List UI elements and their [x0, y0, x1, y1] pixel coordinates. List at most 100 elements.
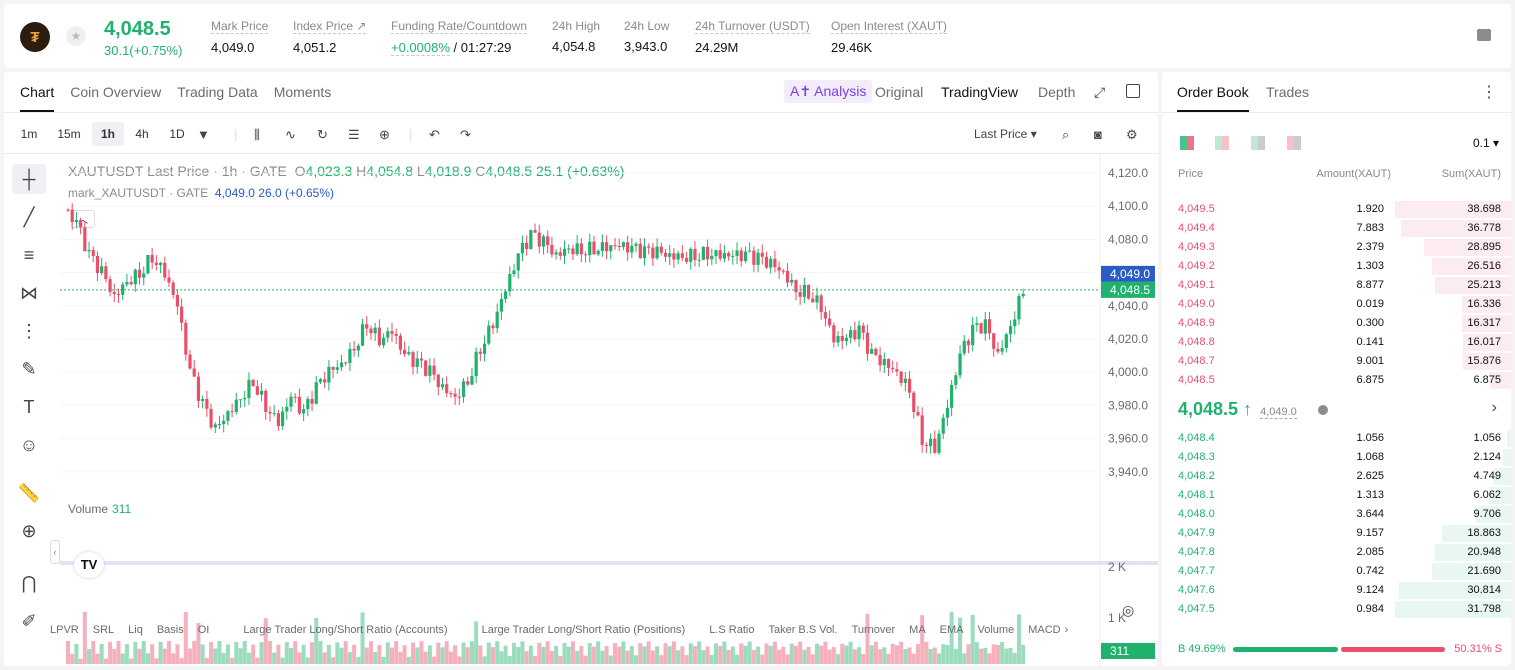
indicator-item[interactable]: Large Trader Long/Short Ratio (Accounts): [243, 624, 448, 636]
tab-chart[interactable]: Chart: [20, 84, 55, 112]
chevron-right-icon[interactable]: ›: [1064, 624, 1069, 636]
tab-trading-data[interactable]: Trading Data: [177, 84, 258, 100]
indicator-item[interactable]: Basis: [156, 624, 184, 636]
brush-icon[interactable]: ✎: [21, 358, 37, 379]
candle-body: [562, 248, 567, 256]
zoom-in-icon[interactable]: ⊕: [21, 520, 37, 541]
chevron-right-icon[interactable]: ›: [1491, 399, 1497, 416]
tab-moments[interactable]: Moments: [273, 84, 332, 100]
ruler-icon[interactable]: 📏: [17, 482, 41, 503]
ask-row[interactable]: 4,049.3 2.379 28.895: [1162, 238, 1511, 257]
camera-icon[interactable]: ◙: [1094, 127, 1102, 142]
indicator-item[interactable]: Turnover: [851, 624, 896, 636]
tf-1m[interactable]: 1m: [20, 127, 38, 141]
indicator-item[interactable]: LPVR: [50, 624, 79, 636]
projection-icon[interactable]: ⋮: [20, 320, 38, 341]
indicator-item[interactable]: Volume: [977, 624, 1015, 636]
crosshair-icon[interactable]: ┼: [12, 164, 46, 194]
bid-row[interactable]: 4,048.4 1.056 1.056: [1162, 429, 1511, 448]
template-icon[interactable]: ☰: [348, 127, 360, 142]
ask-row[interactable]: 4,049.5 1.920 38.698: [1162, 200, 1511, 219]
indicator-item[interactable]: SRL: [92, 624, 115, 636]
trendline-icon[interactable]: ╱: [23, 206, 35, 227]
pencil-lock-icon[interactable]: ✐: [21, 610, 37, 631]
info-icon[interactable]: [1318, 405, 1328, 415]
view-asks-icon[interactable]: [1287, 136, 1301, 150]
tf-1h[interactable]: 1h: [92, 122, 124, 146]
tab-order-book[interactable]: Order Book: [1177, 84, 1249, 112]
bid-amount: 9.157: [1356, 527, 1384, 539]
view-split-icon[interactable]: [1215, 136, 1229, 150]
magnet-icon[interactable]: ⋂: [21, 572, 37, 593]
bid-row[interactable]: 4,047.9 9.157 18.863: [1162, 524, 1511, 543]
tf-4h[interactable]: 4h: [135, 127, 149, 141]
ask-row[interactable]: 4,048.9 0.300 16.317: [1162, 314, 1511, 333]
indicator-item[interactable]: Liq: [128, 624, 143, 636]
bid-row[interactable]: 4,047.7 0.742 21.690: [1162, 562, 1511, 581]
indicator-item[interactable]: Large Trader Long/Short Ratio (Positions…: [481, 624, 686, 636]
window-icon[interactable]: [1126, 84, 1140, 98]
fib-lines-icon[interactable]: ≡: [23, 244, 35, 265]
favorite-star-icon[interactable]: ★: [66, 26, 86, 46]
settings-gear-icon[interactable]: ⚙: [1126, 127, 1138, 142]
volume-bar: [154, 658, 159, 664]
precision-select[interactable]: 0.1 ▾: [1472, 136, 1499, 150]
ask-row[interactable]: 4,048.7 9.001 15.876: [1162, 352, 1511, 371]
bid-row[interactable]: 4,048.2 2.625 4.749: [1162, 467, 1511, 486]
view-original[interactable]: Original: [875, 84, 924, 100]
ask-row[interactable]: 4,049.0 0.019 16.336: [1162, 295, 1511, 314]
side-collapse-handle[interactable]: ‹: [50, 540, 60, 564]
tf-15m[interactable]: 15m: [57, 127, 81, 141]
candlestick-chart[interactable]: 4,120.04,100.04,080.04,060.04,040.04,020…: [4, 154, 1158, 666]
bid-row[interactable]: 4,047.5 0.984 31.798: [1162, 600, 1511, 619]
undo-icon[interactable]: ↶: [429, 127, 440, 142]
text-tool-icon[interactable]: T: [23, 396, 35, 417]
indicators-icon[interactable]: ∿: [285, 127, 296, 142]
analysis-button[interactable]: A✝ Analysis: [784, 80, 873, 103]
view-depth[interactable]: Depth: [1038, 84, 1076, 100]
indicator-item[interactable]: Taker B.S Vol.: [768, 624, 838, 636]
tab-coin-overview[interactable]: Coin Overview: [70, 84, 162, 100]
more-menu-icon[interactable]: ⋮: [1481, 84, 1497, 101]
bid-row[interactable]: 4,048.3 1.068 2.124: [1162, 448, 1511, 467]
ask-row[interactable]: 4,049.1 8.877 25.213: [1162, 276, 1511, 295]
indicator-item[interactable]: OI: [197, 624, 210, 636]
pattern-icon[interactable]: ⋈: [20, 282, 38, 303]
volume-bar: [453, 645, 458, 664]
ask-row[interactable]: 4,049.2 1.303 26.516: [1162, 257, 1511, 276]
indicator-item[interactable]: L.S Ratio: [709, 624, 755, 636]
tf-1d[interactable]: 1D: [169, 127, 185, 141]
replay-icon[interactable]: ↻: [317, 127, 328, 142]
chevron-down-icon[interactable]: ▼: [197, 127, 210, 142]
stat-index-price[interactable]: Index Price ↗ 4,051.2: [293, 19, 367, 55]
bid-row[interactable]: 4,048.1 1.313 6.062: [1162, 486, 1511, 505]
ask-row[interactable]: 4,048.8 0.141 16.017: [1162, 333, 1511, 352]
view-tradingview[interactable]: TradingView: [941, 84, 1019, 100]
chart-settings-icon[interactable]: ◎: [1122, 602, 1135, 618]
view-bids-icon[interactable]: [1251, 136, 1265, 150]
search-icon[interactable]: ⌕: [1062, 127, 1070, 142]
bid-row[interactable]: 4,047.8 2.085 20.948: [1162, 543, 1511, 562]
last-price-select[interactable]: Last Price ▾: [974, 127, 1037, 141]
add-icon[interactable]: ⊕: [379, 127, 390, 142]
view-both-icon[interactable]: [1180, 136, 1194, 150]
indicator-item[interactable]: EMA: [939, 624, 964, 636]
bid-row[interactable]: 4,048.0 3.644 9.706: [1162, 505, 1511, 524]
volume-bar: [1004, 648, 1009, 664]
ask-row[interactable]: 4,049.4 7.883 36.778: [1162, 219, 1511, 238]
expand-icon[interactable]: ⤢: [1094, 84, 1106, 100]
indicator-item[interactable]: MA: [909, 624, 926, 636]
redo-icon[interactable]: ↷: [460, 127, 471, 142]
ask-row[interactable]: 4,048.5 6.875 6.875: [1162, 371, 1511, 390]
indicator-item[interactable]: MACD: [1028, 624, 1061, 636]
volume-bar: [516, 646, 521, 664]
emoji-icon[interactable]: ☺: [19, 434, 39, 455]
candle-body: [335, 367, 339, 370]
bid-row[interactable]: 4,047.6 9.124 30.814: [1162, 581, 1511, 600]
book-icon[interactable]: [1477, 29, 1491, 41]
candle-type-icon[interactable]: ⫼: [254, 127, 260, 142]
tab-trades[interactable]: Trades: [1266, 84, 1310, 100]
candle-body: [398, 335, 403, 350]
order-book-panel: Order Book Trades ⋮ 0.1 ▾ Price Amount(X…: [1162, 72, 1511, 666]
volume-bar: [1012, 653, 1017, 664]
